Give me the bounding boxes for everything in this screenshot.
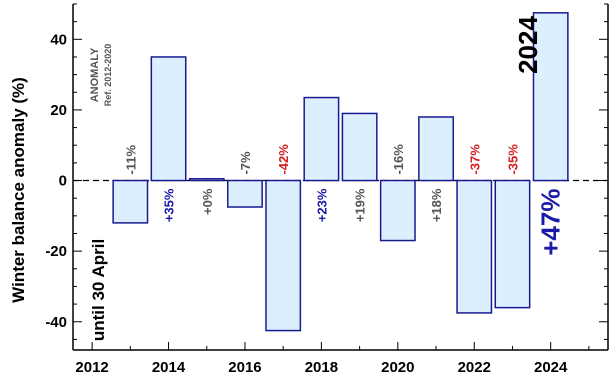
bar-label-2017: -42% [276, 144, 291, 175]
bar-2019 [341, 112, 378, 182]
bar-label-2013: -11% [123, 144, 138, 174]
bar-2021 [418, 116, 454, 182]
bar-2023 [494, 179, 531, 309]
bar-2016 [227, 179, 263, 208]
bar-label-2020: -16% [391, 144, 406, 175]
x-tick-label: 2022 [458, 359, 491, 376]
y-tick-label: -20 [45, 243, 67, 260]
bar-2024 [532, 12, 569, 182]
bar-2022 [456, 179, 493, 314]
bar-label-2019: +19% [353, 188, 368, 222]
bar-label-2014: +35% [162, 188, 177, 222]
axes-layer: -40 -20 0 20 40 2012 2014 2016 2018 2020 2022 2024 [45, 3, 609, 376]
y-tick-label: 40 [50, 31, 67, 48]
bar-label-2016: -7% [238, 151, 253, 175]
bar-2015 [188, 178, 225, 182]
x-tick-label: 2016 [228, 359, 261, 376]
bar-label-2021: +18% [429, 188, 444, 222]
y-tick-label: 20 [50, 102, 67, 119]
bar-label-2023: -35% [505, 144, 520, 175]
bar-2017 [265, 179, 302, 332]
x-tick-label: 2018 [305, 359, 338, 376]
bar-2020 [379, 179, 416, 242]
y-tick-label: -40 [45, 314, 67, 331]
x-tick-label: 2014 [152, 359, 186, 376]
bar-label-2015: +0% [200, 188, 215, 215]
bar-labels-layer: -11% +35% +0% -7% -42% +23% +19% -16% +18% -37% -3… [123, 144, 565, 256]
bar-label-2018: +23% [314, 188, 329, 222]
x-tick-label: 2012 [75, 359, 108, 376]
until-note: until 30 April [89, 239, 108, 341]
bar-label-2022: -37% [467, 144, 482, 175]
y-tick-label: 0 [59, 173, 67, 190]
bars-layer [112, 12, 569, 332]
x-tick-label: 2020 [381, 359, 414, 376]
bar-label-2024: +47% [536, 189, 566, 256]
bar-2014 [150, 56, 187, 182]
bar-2018 [303, 96, 340, 182]
anomaly-title: ANOMALY [89, 47, 101, 102]
anomaly-reference: Ref. 2012-2020 [103, 44, 113, 107]
bar-2013 [112, 179, 149, 224]
x-tick-label: 2024 [534, 359, 568, 376]
highlight-year: 2024 [513, 16, 543, 74]
y-axis-label: Winter balance anomaly (%) [9, 77, 28, 303]
